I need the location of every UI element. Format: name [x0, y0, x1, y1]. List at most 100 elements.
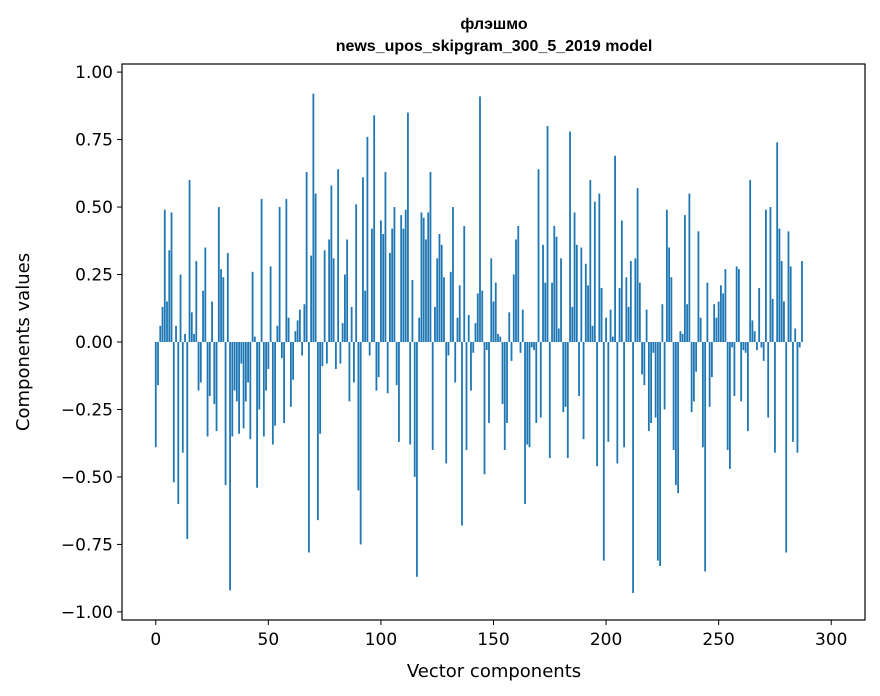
bar	[325, 342, 328, 364]
bar	[181, 342, 184, 453]
bar	[625, 277, 628, 342]
bar	[213, 342, 216, 405]
bar	[334, 342, 337, 369]
bars-layer	[154, 93, 803, 594]
bar	[413, 342, 416, 477]
bar	[713, 304, 716, 342]
bar	[375, 342, 378, 391]
y-tick-label: 0.75	[75, 131, 113, 151]
bar	[247, 342, 249, 383]
bar	[515, 239, 517, 342]
bar	[283, 342, 286, 423]
bar	[611, 336, 614, 342]
bar	[490, 258, 493, 342]
bar	[251, 271, 254, 342]
bar	[215, 342, 218, 432]
bar	[485, 342, 488, 351]
bar	[206, 342, 209, 437]
bar	[650, 342, 653, 423]
bar	[238, 342, 240, 434]
y-axis-label: Components values	[13, 253, 34, 431]
bar	[681, 333, 684, 342]
bar	[776, 142, 779, 342]
bar	[274, 342, 276, 426]
bar	[220, 269, 222, 342]
bar	[384, 171, 387, 342]
bar	[429, 171, 432, 342]
bar	[726, 342, 729, 450]
bar	[420, 212, 423, 342]
bar	[418, 317, 421, 342]
bar	[652, 342, 655, 353]
bar	[222, 277, 225, 342]
bar	[508, 312, 511, 342]
bar	[280, 342, 283, 359]
bar	[350, 306, 353, 342]
bar	[711, 342, 713, 378]
bar	[605, 317, 607, 342]
bar	[701, 342, 704, 448]
bar	[217, 207, 220, 342]
bar	[262, 342, 265, 437]
bar	[765, 209, 767, 342]
bar	[780, 261, 783, 342]
bar	[226, 252, 229, 342]
x-tick-label: 150	[477, 630, 509, 650]
bar	[190, 312, 193, 342]
bar	[792, 342, 794, 442]
bar	[751, 320, 754, 342]
bar	[440, 244, 443, 342]
bar	[510, 342, 513, 361]
bar	[492, 301, 495, 342]
bar	[607, 342, 610, 442]
bar	[398, 342, 400, 442]
bar	[427, 212, 430, 342]
y-tick-label: −1.00	[61, 603, 113, 623]
bar	[292, 342, 295, 380]
bar	[715, 317, 718, 342]
bar	[197, 342, 200, 391]
bar	[344, 274, 346, 342]
bar	[339, 342, 342, 364]
bar	[314, 193, 317, 342]
bar	[501, 342, 504, 405]
bar	[785, 342, 788, 553]
bar	[654, 342, 657, 418]
bar	[783, 301, 785, 342]
bar	[364, 290, 367, 342]
bar	[177, 342, 180, 504]
bar	[175, 325, 177, 342]
bar	[697, 231, 700, 342]
bar	[729, 342, 731, 469]
bar	[798, 342, 801, 348]
bar	[184, 333, 186, 342]
bar	[596, 342, 598, 467]
x-tick-label: 100	[365, 630, 397, 650]
bar	[337, 169, 340, 342]
chart-title: флэшмо	[460, 16, 528, 33]
bar	[641, 342, 643, 375]
bar	[298, 309, 301, 342]
bar	[794, 328, 797, 342]
bar	[589, 180, 592, 342]
bar	[670, 277, 673, 342]
bar	[688, 193, 691, 342]
bar	[163, 209, 166, 342]
bar	[584, 263, 587, 342]
bar	[253, 336, 256, 342]
bar	[539, 342, 542, 418]
y-tick-label: 0.00	[75, 333, 113, 353]
bar	[744, 342, 747, 353]
bar	[679, 331, 682, 342]
y-tick-label: 0.25	[75, 266, 113, 286]
bar	[769, 207, 772, 342]
bar	[796, 342, 799, 453]
bar	[172, 342, 175, 483]
bar	[801, 261, 803, 342]
bar	[645, 309, 648, 342]
bar	[294, 331, 297, 342]
bar	[170, 212, 173, 342]
x-tick-label: 250	[702, 630, 734, 650]
bar	[647, 342, 650, 432]
bar	[542, 244, 544, 342]
